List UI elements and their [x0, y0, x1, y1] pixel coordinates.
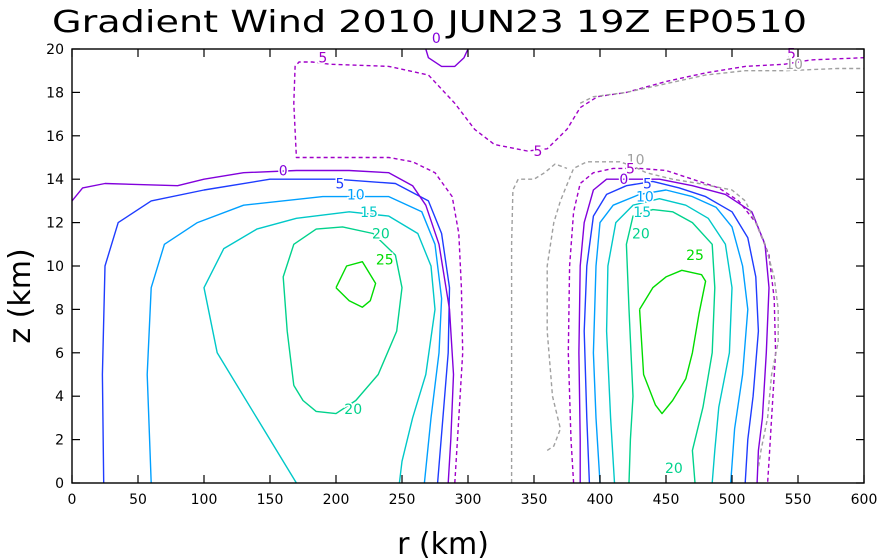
contour-label-17: 15	[633, 205, 651, 221]
y-tick-label-0: 0	[55, 476, 64, 492]
y-axis: 0 2 4 6 8 10 12 14 16 18 20	[46, 42, 864, 492]
contour-label-19: 25	[686, 248, 704, 264]
contour-line-neg5-15	[567, 167, 777, 484]
contour-layer	[71, 48, 865, 484]
contour-line-0-5	[71, 169, 455, 484]
contour-line-25-9	[638, 269, 707, 415]
y-tick-label-16: 16	[46, 129, 64, 145]
contour-label-4: 10	[785, 57, 803, 73]
contour-label-12: 10	[627, 153, 645, 169]
contour-label-18: 20	[632, 227, 650, 243]
y-tick-label-18: 18	[46, 85, 64, 101]
x-tick-label-500: 500	[719, 492, 746, 508]
y-tick-label-10: 10	[46, 259, 64, 275]
y-axis-label: z (km)	[3, 248, 38, 343]
contour-line-neg10-17	[579, 67, 864, 104]
contour-label-5: 0	[279, 164, 288, 180]
x-tick-label-100: 100	[191, 492, 218, 508]
y-tick-label-14: 14	[46, 172, 64, 188]
contour-line-5-13	[583, 180, 760, 484]
x-tick-label-250: 250	[389, 492, 416, 508]
x-tick-label-550: 550	[785, 492, 812, 508]
contour-label-14: 0	[619, 172, 628, 188]
plot-frame	[71, 48, 865, 484]
contour-line-10-12	[592, 189, 749, 484]
x-axis: 0 50 100 150 200 250 300 350 400 450 500 550 600	[68, 49, 878, 508]
contour-label-9: 20	[372, 227, 390, 243]
x-tick-label-350: 350	[521, 492, 548, 508]
contour-line-neg10-7	[510, 163, 568, 483]
contour-line-neg5-6	[293, 57, 865, 484]
x-tick-label-400: 400	[587, 492, 614, 508]
x-tick-label-450: 450	[653, 492, 680, 508]
contour-label-6: 5	[336, 177, 345, 193]
contour-label-2: 5	[534, 144, 543, 160]
x-tick-label-600: 600	[851, 492, 878, 508]
x-tick-label-200: 200	[323, 492, 350, 508]
contour-label-15: 5	[643, 177, 652, 193]
x-tick-label-150: 150	[257, 492, 284, 508]
contour-line-15-2	[203, 211, 436, 484]
contour-label-8: 15	[360, 205, 378, 221]
y-tick-label-20: 20	[46, 42, 64, 58]
y-tick-label-4: 4	[55, 389, 64, 405]
y-tick-label-6: 6	[55, 346, 64, 362]
contour-line-10-3	[146, 195, 443, 484]
contour-line-20-10	[625, 208, 716, 484]
contour-line-neg10-16	[546, 161, 779, 468]
x-tick-label-300: 300	[455, 492, 482, 508]
contour-line-25-0	[335, 261, 377, 308]
contour-line-0-8	[425, 48, 469, 68]
contour-line-20-1	[282, 226, 403, 415]
contour-label-13: 5	[626, 161, 635, 177]
contour-label-7: 10	[347, 187, 365, 203]
contour-label-3: 5	[787, 46, 796, 62]
x-tick-label-0: 0	[68, 492, 77, 508]
chart-title: Gradient Wind 2010 JUN23 19Z EP0510	[52, 5, 807, 40]
contour-line-5-4	[101, 178, 451, 484]
y-tick-label-12: 12	[46, 216, 64, 232]
x-axis-label: r (km)	[397, 527, 489, 559]
y-tick-label-2: 2	[55, 433, 64, 449]
contour-label-0: 0	[432, 31, 441, 47]
x-tick-label-50: 50	[129, 492, 147, 508]
contour-label-10: 25	[376, 253, 394, 269]
contour-label-11: 20	[344, 402, 362, 418]
y-tick-label-8: 8	[55, 302, 64, 318]
contour-label-1: 5	[318, 51, 327, 67]
contour-label-20: 20	[665, 461, 683, 477]
contour-line-15-11	[605, 198, 733, 484]
contour-label-16: 10	[636, 190, 654, 206]
contour-line-0-14	[578, 178, 770, 484]
